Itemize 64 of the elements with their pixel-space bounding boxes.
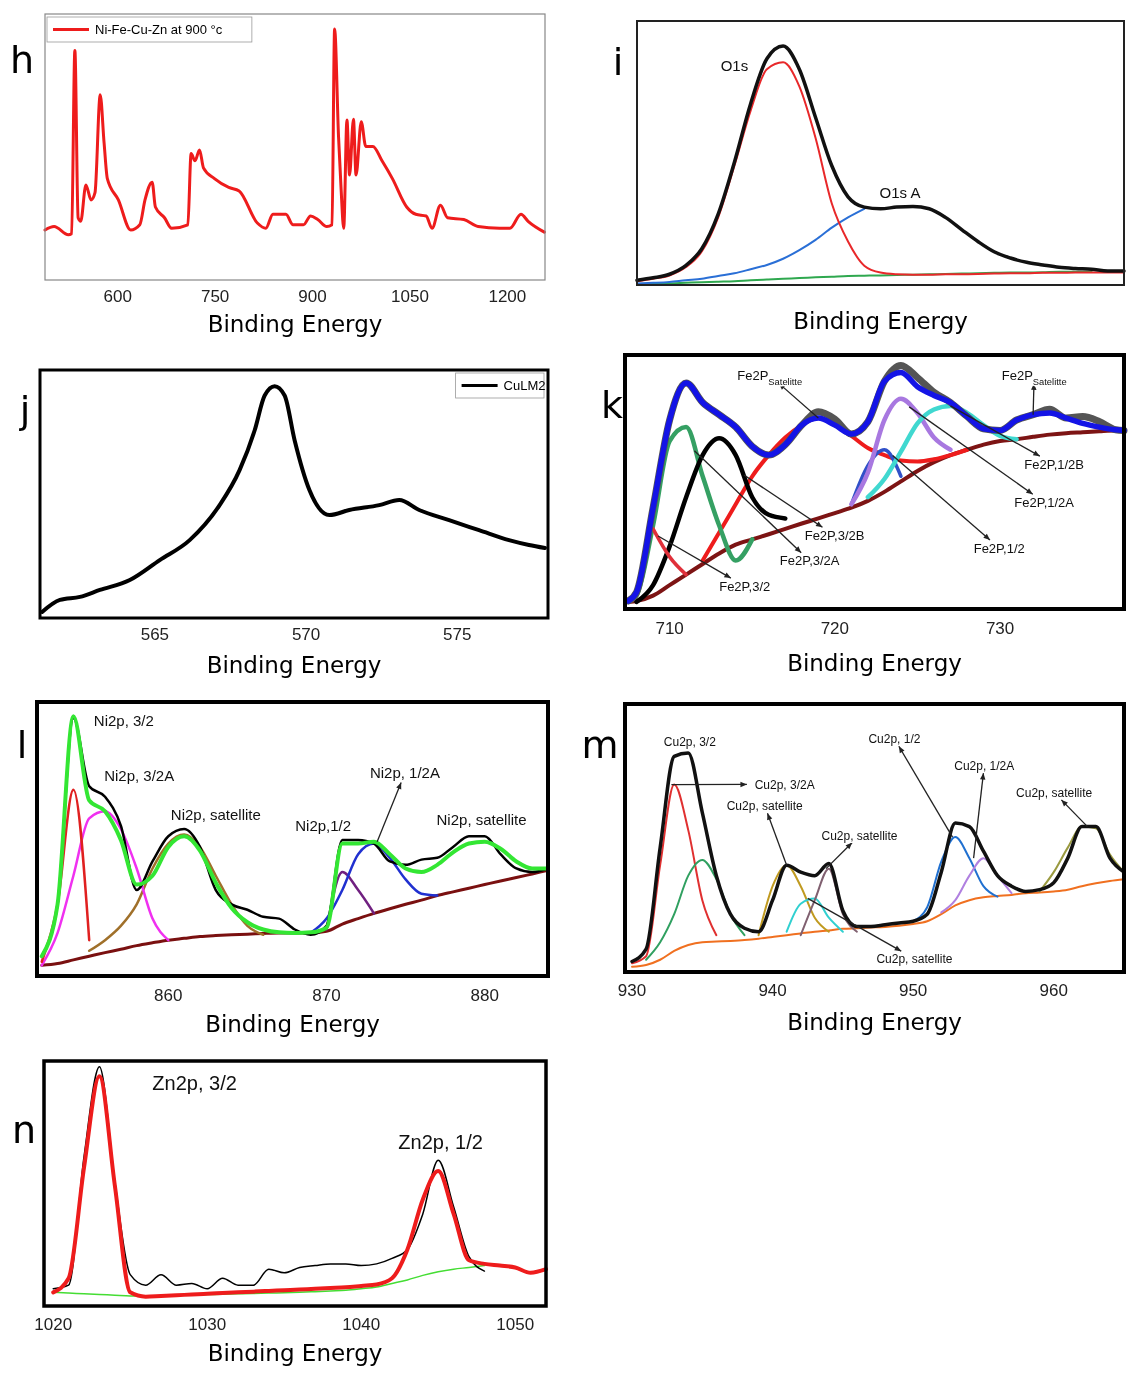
x-axis-title: Binding Energy — [205, 1011, 380, 1037]
legend-label: CuLM2 — [503, 378, 546, 394]
x-tick-label: 750 — [200, 287, 230, 306]
legend-label: Ni-Fe-Cu-Zn at 900 °c — [95, 22, 223, 38]
x-tick-label: 730 — [985, 619, 1015, 638]
x-axis-title: Binding Energy — [207, 1340, 383, 1366]
annotation: Fe2P$_{Satelitte}$ — [737, 367, 803, 387]
x-tick-label: 710 — [655, 619, 684, 638]
x-axis-title: Binding Energy — [787, 650, 962, 676]
annotation: Cu2p, satellite — [876, 951, 953, 966]
x-tick-label: 565 — [140, 625, 170, 644]
x-tick-label: 940 — [758, 981, 787, 1000]
annotation: Cu2p, satellite — [1016, 785, 1093, 800]
chart-title: h — [9, 38, 35, 83]
x-tick-label: 1050 — [391, 287, 429, 306]
text: k — [600, 383, 624, 428]
x-tick-label: 600 — [103, 287, 132, 306]
chart-title: l — [16, 723, 28, 768]
annotation: Cu2p, 3/2 — [663, 734, 717, 749]
x-tick-label: 950 — [898, 981, 928, 1000]
x-tick-label: 930 — [617, 981, 647, 1000]
x-tick-label: 1020 — [34, 1315, 73, 1334]
annotation: Ni2p, 3/2A — [104, 767, 175, 785]
x-tick-label: 720 — [820, 619, 850, 638]
annotation: Fe2P,3/2A — [779, 553, 840, 569]
x-tick-label: 1030 — [188, 1315, 227, 1334]
x-tick-label: 570 — [291, 625, 321, 644]
x-tick-label: 880 — [470, 986, 499, 1005]
x-axis-title: Binding Energy — [206, 652, 382, 678]
x-tick-label: 575 — [443, 625, 472, 644]
annotation: Cu2p, satellite — [821, 828, 898, 843]
annotation: O1s A — [879, 183, 921, 201]
annotation: O1s — [720, 57, 749, 75]
chart-title: i — [612, 40, 624, 85]
annotation: Ni2p, satellite — [436, 811, 527, 829]
annotation: Ni2p,1/2 — [295, 816, 352, 834]
annotation: Ni2p, 1/2A — [369, 764, 440, 782]
annotation: Fe2P,1/2B — [1024, 456, 1085, 472]
x-axis-title: Binding Energy — [793, 308, 968, 334]
x-tick-label: 1200 — [488, 287, 527, 306]
x-axis-title: Binding Energy — [207, 311, 383, 337]
x-tick-label: 870 — [312, 986, 341, 1005]
text: n — [11, 1108, 37, 1153]
annotation: Fe2P,3/2 — [719, 578, 771, 594]
x-tick-label: 900 — [298, 287, 327, 306]
x-tick-label: 1040 — [342, 1315, 381, 1334]
annotation: Fe2P,3/2B — [804, 527, 865, 543]
chart-title: j — [18, 388, 31, 433]
x-axis-title: Binding Energy — [787, 1009, 962, 1035]
annotation: Cu2p, 1/2 — [868, 732, 921, 747]
annotation: Ni2p, satellite — [170, 805, 261, 823]
x-tick-label: 1050 — [496, 1315, 535, 1334]
chart-title: m — [581, 723, 619, 768]
annotation: Zn2p, 3/2 — [152, 1072, 237, 1095]
annotation: Zn2p, 1/2 — [398, 1130, 483, 1153]
annotation: Fe2P,1/2A — [1014, 494, 1075, 510]
annotation: Fe2P$_{Satelitte}$ — [1001, 367, 1067, 387]
annotation: Cu2p, satellite — [726, 799, 804, 814]
annotation: Ni2p, 3/2 — [93, 712, 154, 730]
annotation: Cu2p, 1/2A — [954, 758, 1015, 773]
annotation: Cu2p, 3/2A — [754, 777, 815, 792]
annotation: Fe2P,1/2 — [973, 540, 1025, 556]
x-tick-label: 860 — [154, 986, 183, 1005]
x-tick-label: 960 — [1039, 981, 1068, 1000]
